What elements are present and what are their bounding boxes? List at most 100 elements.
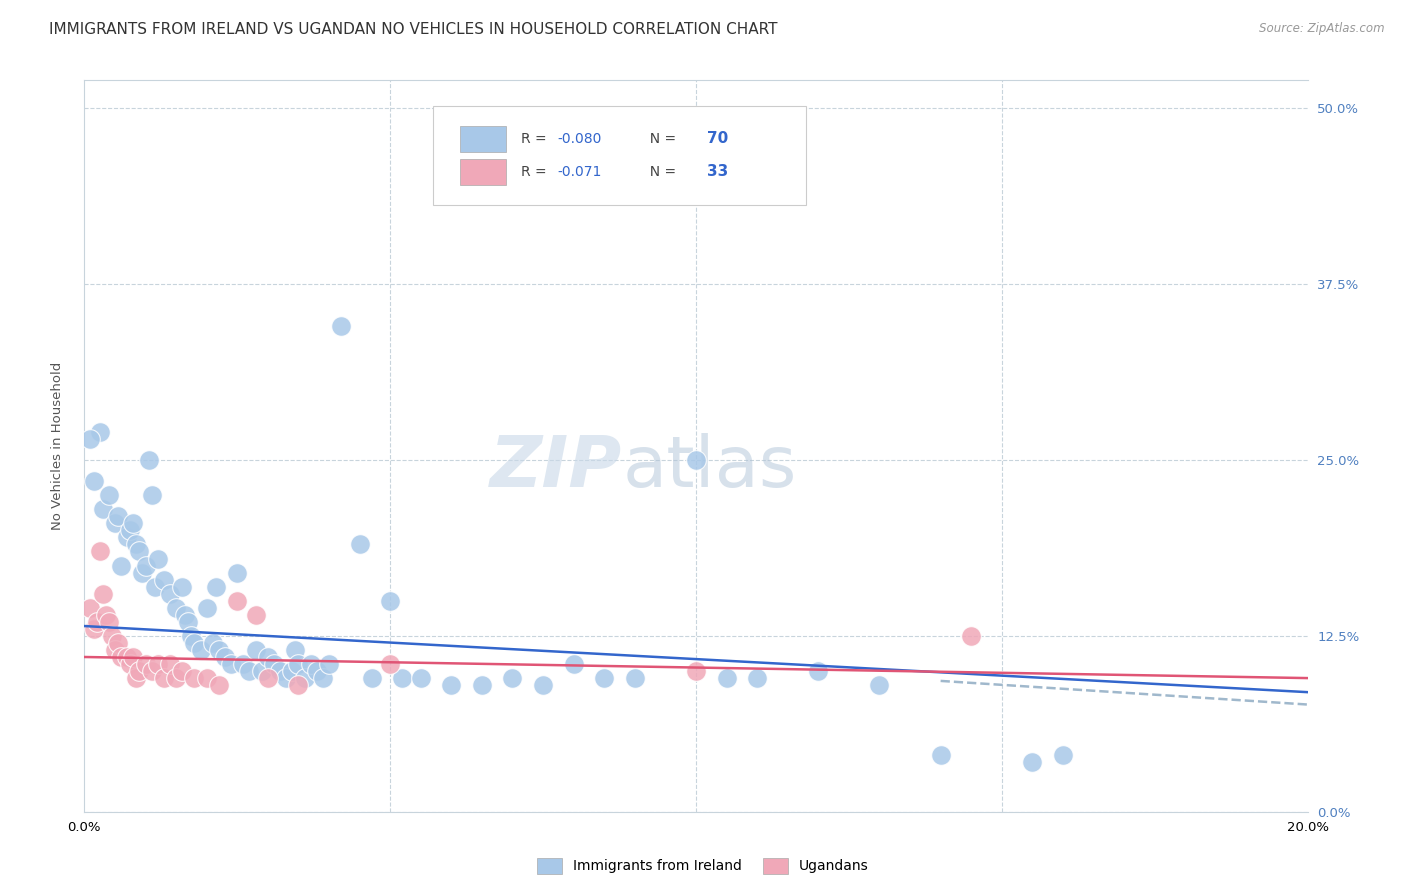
Point xyxy=(89,544,111,558)
Point xyxy=(165,671,187,685)
Point xyxy=(380,593,402,607)
Point xyxy=(141,488,163,502)
FancyBboxPatch shape xyxy=(433,106,806,204)
Point xyxy=(716,671,738,685)
Point xyxy=(131,566,153,580)
Point xyxy=(143,580,166,594)
Point xyxy=(747,671,769,685)
Point xyxy=(172,580,194,594)
Point xyxy=(250,664,273,678)
Point xyxy=(115,650,138,665)
Point xyxy=(624,671,647,685)
Point xyxy=(107,509,129,524)
Point xyxy=(294,671,316,685)
Point xyxy=(115,530,138,544)
Point xyxy=(269,664,291,678)
Point xyxy=(110,650,132,665)
Point xyxy=(238,664,260,678)
Point xyxy=(318,657,340,671)
Point xyxy=(312,671,335,685)
Point xyxy=(104,516,127,531)
Point xyxy=(869,678,891,692)
Point xyxy=(190,643,212,657)
Point xyxy=(471,678,494,692)
Text: R =: R = xyxy=(522,165,551,178)
Point xyxy=(97,615,120,629)
Point xyxy=(174,607,197,622)
Point xyxy=(593,671,616,685)
Point xyxy=(257,671,280,685)
Point xyxy=(219,657,242,671)
Point xyxy=(281,664,304,678)
Point xyxy=(101,629,124,643)
Point xyxy=(153,671,176,685)
Point xyxy=(263,657,285,671)
Point xyxy=(125,671,148,685)
Point xyxy=(91,587,114,601)
Point xyxy=(1052,748,1074,763)
Legend: Immigrants from Ireland, Ugandans: Immigrants from Ireland, Ugandans xyxy=(530,851,876,880)
Point xyxy=(685,664,707,678)
Point xyxy=(107,636,129,650)
Text: Source: ZipAtlas.com: Source: ZipAtlas.com xyxy=(1260,22,1385,36)
Point xyxy=(299,657,322,671)
Point xyxy=(1021,756,1043,770)
Point xyxy=(172,664,194,678)
Point xyxy=(960,629,983,643)
Point xyxy=(208,643,231,657)
Point xyxy=(86,615,108,629)
Point xyxy=(128,544,150,558)
Point xyxy=(122,516,145,531)
Point xyxy=(79,600,101,615)
Point xyxy=(305,664,328,678)
Point xyxy=(165,600,187,615)
Text: -0.071: -0.071 xyxy=(558,165,602,178)
Point xyxy=(135,657,157,671)
Point xyxy=(104,643,127,657)
Point xyxy=(214,650,236,665)
Text: atlas: atlas xyxy=(623,434,797,502)
Point xyxy=(89,425,111,439)
Point xyxy=(79,432,101,446)
Point xyxy=(330,319,353,334)
Text: -0.080: -0.080 xyxy=(558,132,602,145)
Text: R =: R = xyxy=(522,132,551,145)
Point xyxy=(205,580,228,594)
Point xyxy=(201,636,224,650)
Point xyxy=(138,453,160,467)
Point xyxy=(195,600,218,615)
Point xyxy=(153,573,176,587)
Point xyxy=(146,551,169,566)
Point xyxy=(380,657,402,671)
Text: IMMIGRANTS FROM IRELAND VS UGANDAN NO VEHICLES IN HOUSEHOLD CORRELATION CHART: IMMIGRANTS FROM IRELAND VS UGANDAN NO VE… xyxy=(49,22,778,37)
Point xyxy=(409,671,432,685)
Point xyxy=(125,537,148,551)
FancyBboxPatch shape xyxy=(460,159,506,185)
Point xyxy=(91,502,114,516)
Point xyxy=(276,671,298,685)
Point xyxy=(349,537,371,551)
Point xyxy=(284,643,307,657)
Point xyxy=(360,671,382,685)
Point xyxy=(208,678,231,692)
Point xyxy=(195,671,218,685)
Point xyxy=(440,678,463,692)
Point xyxy=(531,678,554,692)
Point xyxy=(257,650,280,665)
Point xyxy=(807,664,830,678)
Text: N =: N = xyxy=(641,165,681,178)
FancyBboxPatch shape xyxy=(460,126,506,152)
Point xyxy=(146,657,169,671)
Point xyxy=(110,558,132,573)
Point xyxy=(122,650,145,665)
Point xyxy=(120,657,142,671)
Point xyxy=(97,488,120,502)
Point xyxy=(245,643,267,657)
Point xyxy=(180,629,202,643)
Text: N =: N = xyxy=(641,132,681,145)
Text: 33: 33 xyxy=(707,164,728,179)
Point xyxy=(183,636,205,650)
Point xyxy=(226,566,249,580)
Point xyxy=(929,748,952,763)
Point xyxy=(159,587,181,601)
